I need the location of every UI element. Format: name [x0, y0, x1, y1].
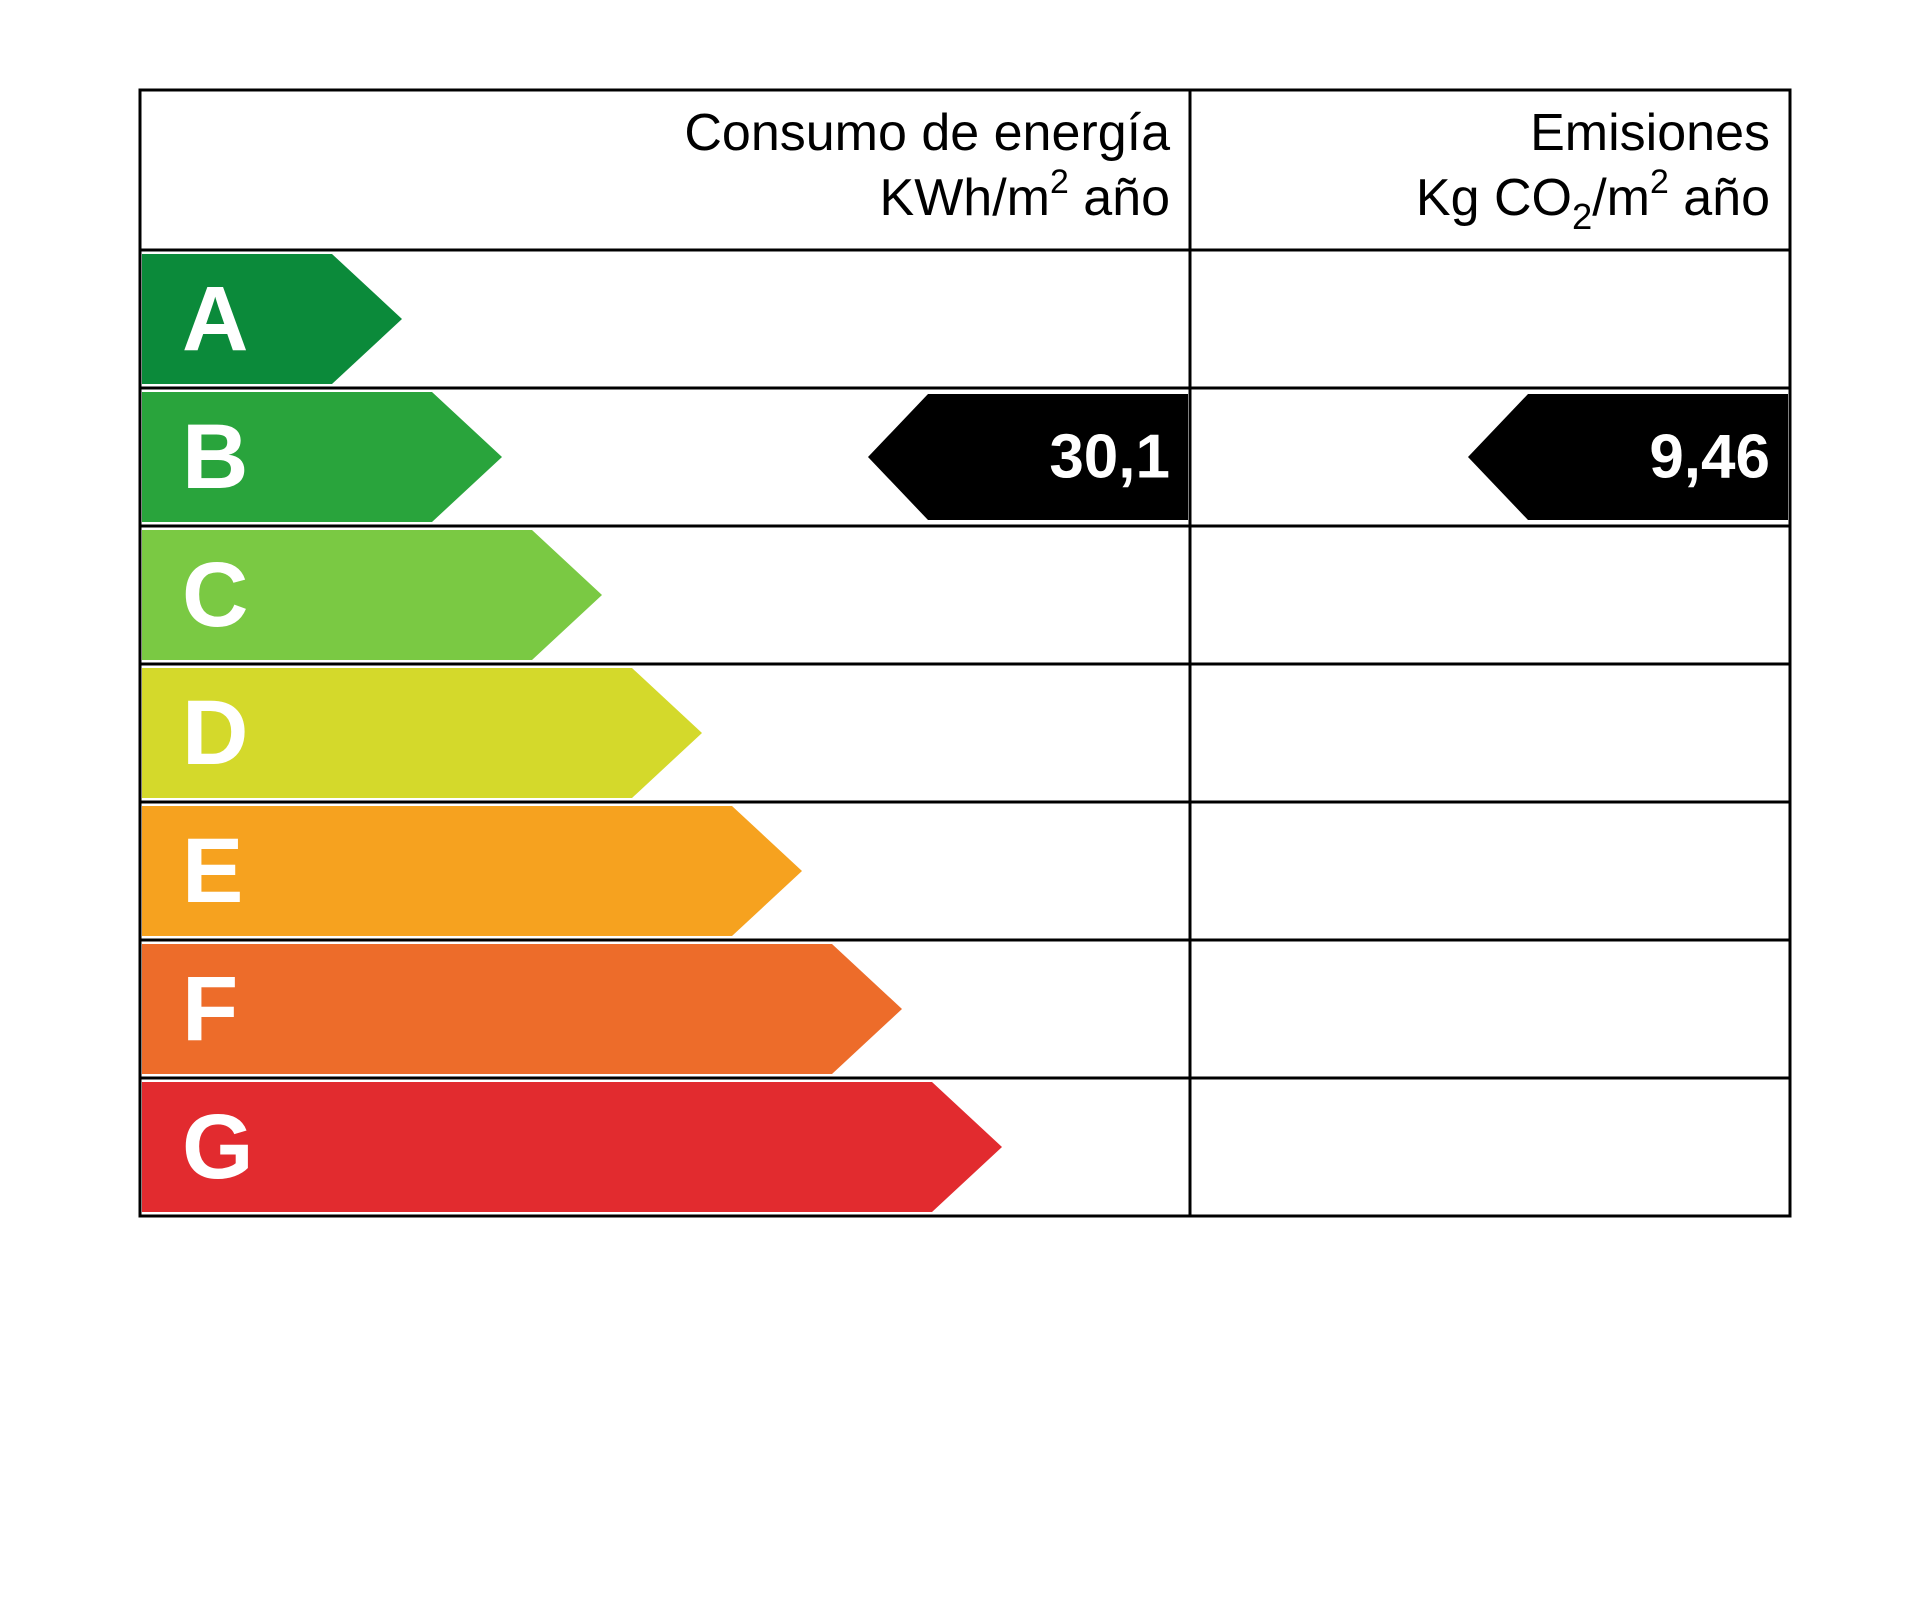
rating-letter-a: A: [182, 268, 248, 370]
rating-letter-g: G: [182, 1096, 254, 1198]
rating-arrow-g: [142, 1082, 1002, 1212]
consumption-value: 30,1: [1049, 423, 1170, 492]
header-col1-line1: Consumo de energía: [684, 104, 1170, 162]
rating-arrow-f: [142, 944, 902, 1074]
header-col2-line2: Kg CO2/m2 año: [1416, 163, 1770, 237]
rating-arrow-a: [142, 254, 402, 384]
energy-rating-chart: Consumo de energíaKWh/m2 año EmisionesKg …: [0, 0, 1920, 1597]
rating-letter-b: B: [182, 406, 248, 508]
rating-letter-e: E: [182, 820, 243, 922]
header-col1-line2: KWh/m2 año: [880, 163, 1170, 227]
rating-letter-d: D: [182, 682, 248, 784]
emissions-value: 9,46: [1649, 423, 1770, 492]
rating-letter-f: F: [182, 958, 238, 1060]
rating-letter-c: C: [182, 544, 248, 646]
header-col2-line1: Emisiones: [1530, 104, 1770, 162]
